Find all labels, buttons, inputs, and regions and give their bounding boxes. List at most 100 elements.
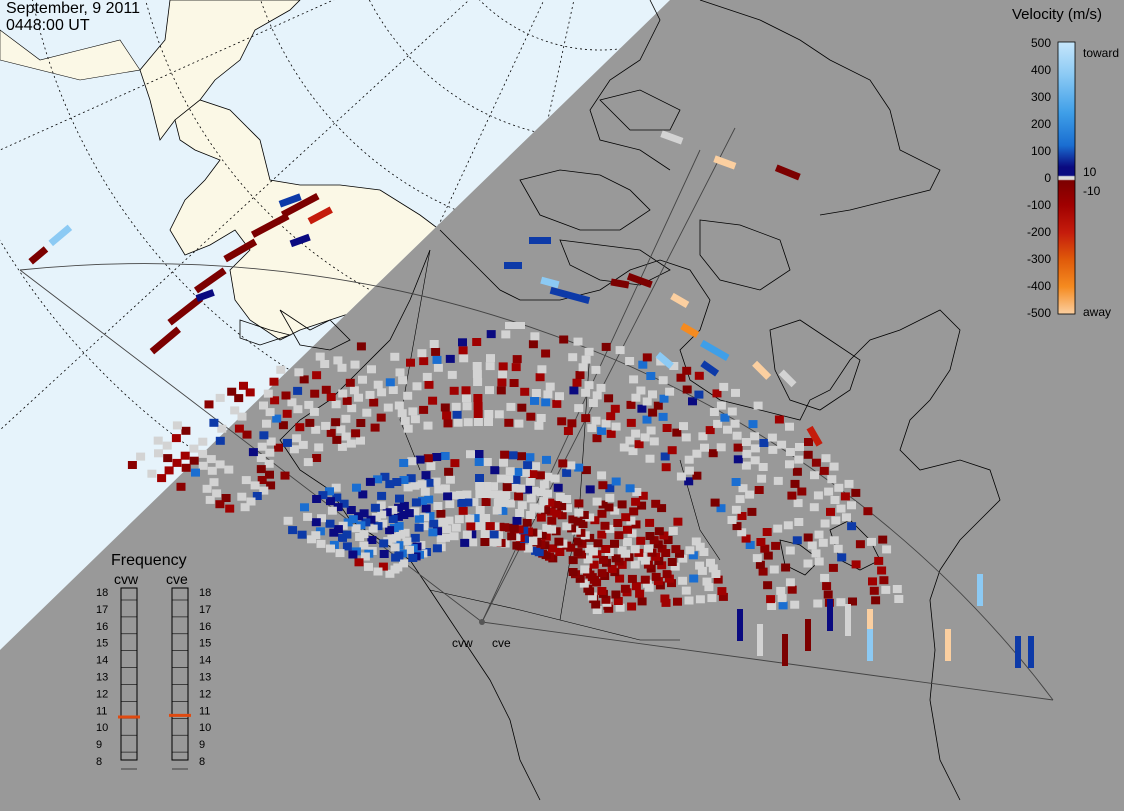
backscatter-cell	[716, 504, 726, 513]
backscatter-cell	[361, 518, 371, 527]
backscatter-cell	[543, 390, 553, 399]
backscatter-cell	[732, 522, 742, 531]
backscatter-cell	[597, 471, 607, 480]
backscatter-cell	[320, 360, 330, 368]
frequency-tick-label-left: 18	[96, 587, 108, 599]
backscatter-cell	[536, 488, 546, 497]
frequency-tick-label-right: 14	[199, 655, 211, 667]
backscatter-cell	[496, 474, 506, 483]
backscatter-cell	[293, 386, 303, 395]
backscatter-cell	[209, 478, 219, 487]
backscatter-cell	[397, 409, 407, 418]
backscatter-cell	[209, 418, 219, 427]
backscatter-cell	[659, 531, 669, 540]
frequency-title: Frequency	[111, 552, 187, 569]
backscatter-cell	[333, 525, 343, 534]
backscatter-cell	[557, 511, 567, 520]
backscatter-streak	[806, 425, 823, 447]
backscatter-cell	[673, 517, 683, 526]
backscatter-cell	[391, 553, 401, 562]
backscatter-cell	[388, 505, 398, 514]
backscatter-cell	[752, 554, 762, 563]
backscatter-cell	[645, 532, 655, 540]
backscatter-cell	[410, 507, 420, 516]
toward-label: toward	[1083, 46, 1119, 60]
backscatter-cell	[526, 494, 536, 503]
backscatter-cell	[627, 602, 637, 611]
backscatter-cell	[412, 382, 422, 391]
frequency-tick-label-left: 17	[96, 604, 108, 616]
backscatter-cell	[373, 522, 383, 531]
backscatter-cell	[673, 597, 682, 606]
backscatter-cell	[590, 516, 600, 525]
backscatter-cell	[710, 498, 720, 507]
backscatter-cell	[836, 504, 846, 513]
backscatter-cell	[514, 492, 524, 501]
backscatter-cell	[321, 421, 331, 430]
backscatter-cell	[266, 481, 276, 490]
backscatter-cell	[311, 531, 321, 540]
backscatter-cell	[259, 401, 268, 410]
backscatter-cell	[239, 381, 248, 390]
backscatter-cell	[562, 522, 572, 531]
backscatter-cell	[205, 495, 215, 504]
backscatter-cell	[485, 362, 495, 371]
backscatter-cell	[347, 404, 357, 413]
backscatter-cell	[611, 477, 621, 486]
backscatter-cell	[514, 419, 524, 428]
backscatter-cell	[257, 442, 267, 451]
backscatter-cell	[535, 504, 545, 513]
backscatter-cell	[315, 352, 325, 361]
backscatter-cell	[592, 606, 602, 614]
backscatter-cell	[676, 472, 686, 481]
backscatter-cell	[403, 391, 413, 400]
backscatter-cell	[636, 536, 646, 545]
backscatter-cell	[763, 581, 773, 590]
backscatter-cell	[692, 471, 702, 480]
backscatter-cell	[649, 437, 659, 446]
backscatter-cell	[163, 454, 173, 463]
backscatter-cell	[785, 546, 795, 555]
backscatter-cell	[813, 599, 823, 608]
backscatter-cell	[419, 405, 429, 414]
backscatter-cell	[355, 533, 365, 541]
backscatter-cell	[567, 524, 577, 533]
backscatter-cell	[654, 557, 664, 565]
backscatter-cell	[568, 568, 578, 576]
backscatter-cell	[246, 497, 256, 506]
backscatter-cell	[504, 418, 514, 427]
backscatter-cell	[234, 394, 244, 403]
backscatter-cell	[597, 530, 607, 539]
backscatter-cell	[351, 429, 361, 438]
backscatter-cell	[419, 522, 429, 531]
backscatter-streak	[670, 292, 690, 308]
backscatter-cell	[831, 516, 841, 525]
frequency-ticks: 18 18 17 17 16 16 15 15 14 14 13 13 12 12 11 11 10 10 9 9 8 8	[96, 587, 211, 770]
backscatter-cell	[681, 433, 691, 442]
backscatter-cell	[230, 406, 240, 415]
backscatter-streak	[778, 369, 797, 388]
backscatter-cell	[567, 419, 577, 428]
backscatter-cell	[776, 586, 786, 595]
backscatter-cell	[389, 524, 399, 532]
backscatter-cell	[587, 592, 597, 601]
backscatter-cell	[747, 507, 757, 516]
backscatter-cell	[604, 503, 614, 512]
backscatter-cell	[423, 421, 433, 430]
backscatter-cell	[785, 578, 795, 587]
backscatter-cell	[494, 410, 504, 419]
backscatter-cell	[541, 349, 551, 358]
backscatter-streak	[280, 192, 320, 218]
backscatter-cell	[176, 482, 186, 491]
backscatter-cell	[676, 373, 686, 382]
backscatter-cell	[706, 558, 715, 567]
backscatter-cell	[462, 490, 472, 499]
backscatter-cell	[264, 459, 274, 468]
backscatter-cell	[475, 514, 485, 522]
backscatter-cell	[894, 595, 904, 603]
backscatter-cell	[753, 401, 763, 410]
backscatter-streak	[752, 360, 772, 380]
backscatter-cell	[823, 590, 833, 599]
backscatter-cell	[256, 465, 266, 474]
backscatter-beam	[1015, 636, 1021, 668]
